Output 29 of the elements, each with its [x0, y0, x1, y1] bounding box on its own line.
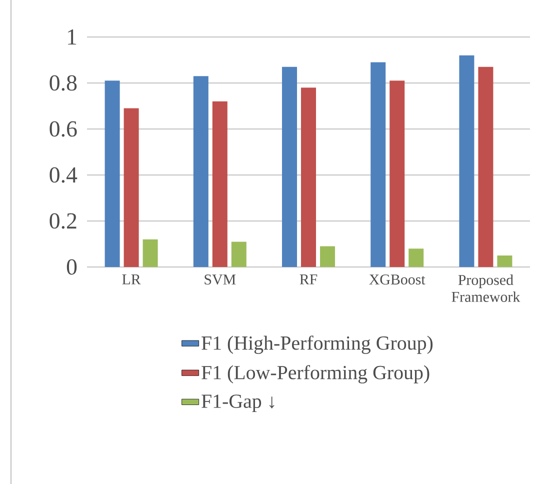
legend-label: F1 (Low-Performing Group) [202, 365, 430, 384]
y-tick-label: 0.8 [50, 75, 77, 91]
x-tick-label: RF [300, 274, 318, 284]
x-tick-label: Proposed Framework [452, 274, 520, 302]
bar [478, 66, 494, 267]
x-tick-label: XGBoost [369, 274, 426, 285]
bar [497, 255, 512, 267]
bar [301, 88, 316, 267]
bar [459, 55, 474, 267]
y-tick-label: 0.4 [50, 167, 78, 183]
bar [320, 246, 336, 267]
x-tick-label: LR [122, 274, 141, 284]
bar [408, 248, 424, 267]
bar [390, 80, 405, 267]
bar [142, 239, 158, 267]
bar [104, 80, 120, 267]
bar [231, 242, 246, 267]
legend-label: F1 (High-Performing Group) [202, 336, 433, 354]
y-tick-label: 0 [66, 259, 77, 275]
x-tick-label: SVM [204, 274, 236, 285]
y-tick-label: 0.2 [50, 213, 76, 229]
bar [370, 62, 386, 267]
bar [282, 66, 298, 267]
y-tick-label: 0.6 [50, 121, 77, 137]
bar [124, 108, 139, 267]
bar [193, 76, 208, 267]
bar [212, 101, 228, 267]
y-tick-label: 1 [68, 29, 76, 45]
legend-label: F1-Gap ↓ [202, 394, 274, 412]
